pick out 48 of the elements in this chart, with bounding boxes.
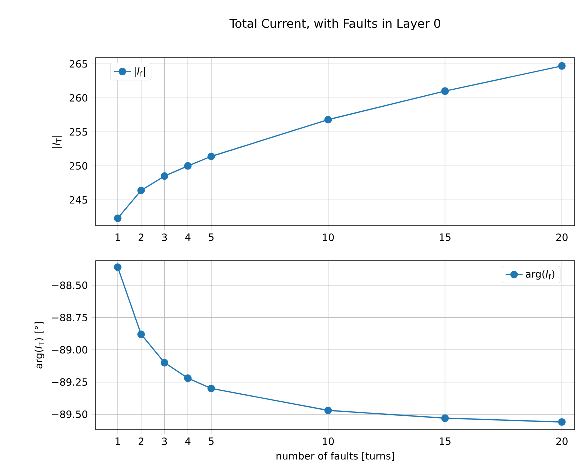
y-tick-label: 245 [70,196,88,204]
point [184,162,192,170]
point [160,172,169,180]
point [184,374,192,382]
x-tick-label: 5 [209,234,214,242]
x-tick-label: 3 [162,438,168,446]
point [558,418,566,426]
y-tick-label: −88.75 [52,314,88,322]
point [138,186,146,194]
x-tick-label: 2 [138,438,144,446]
point [324,406,332,414]
legend-label: arg(I$_{f}$) [526,270,555,280]
y-tick-label: −89.50 [52,410,88,418]
x-tick-label: 5 [209,438,214,446]
x-tick-label: 1 [116,438,120,446]
point [208,152,216,160]
point [138,330,146,338]
x-axis-title: number of faults [turns] [276,452,394,462]
y-tick-label: −89.00 [52,346,88,354]
x-tick-label: 4 [185,438,191,446]
y-tick-label: 260 [70,94,88,102]
point [208,384,216,393]
y-tick-label: −89.25 [52,378,88,386]
point [324,116,332,124]
x-tick-label: 3 [162,234,168,242]
point [114,264,122,272]
x-tick-label: 20 [556,234,568,242]
chart-title: Total Current, with Faults in Layer 0 [230,18,440,30]
y-tick-label: −88.50 [52,282,88,290]
x-tick-label: 15 [440,234,451,242]
x-tick-label: 10 [323,234,334,242]
x-tick-label: 10 [323,438,334,446]
point [441,414,450,422]
y-axis-title: |I$_{T}$| [52,136,62,148]
y-tick-label: 265 [70,60,88,68]
x-tick-label: 15 [440,438,451,446]
x-tick-label: 2 [138,234,144,242]
y-tick-label: 255 [70,128,88,136]
point [441,88,450,96]
x-tick-label: 4 [185,234,191,242]
point [114,214,122,222]
y-axis-title: arg(I$_{T}$) [°] [34,322,45,369]
x-tick-label: 1 [116,234,120,242]
y-tick-label: 250 [70,162,88,170]
x-tick-label: 20 [556,438,568,446]
point [558,62,566,70]
point [160,359,169,367]
legend-label: |I$_{f}$| [135,67,146,78]
